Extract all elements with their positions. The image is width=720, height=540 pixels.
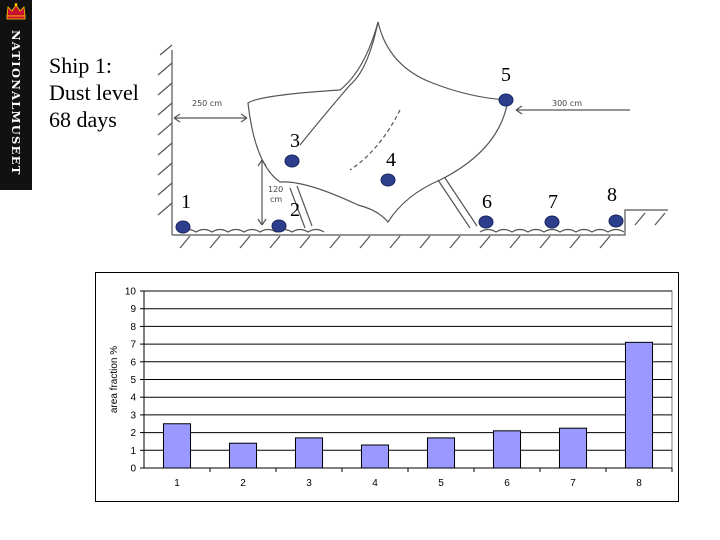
x-tick-label: 5 bbox=[438, 478, 444, 489]
y-tick-label: 4 bbox=[130, 393, 136, 404]
y-tick-label: 7 bbox=[130, 340, 136, 351]
y-tick-label: 10 bbox=[125, 287, 137, 298]
sensor-marker-dot bbox=[175, 220, 191, 234]
sensor-marker-label: 7 bbox=[548, 191, 558, 213]
crown-icon bbox=[6, 3, 26, 20]
x-tick-label: 7 bbox=[570, 478, 576, 489]
sensor-marker-label: 1 bbox=[181, 191, 191, 213]
x-tick-label: 3 bbox=[306, 478, 312, 489]
sensor-marker-dot bbox=[478, 215, 494, 229]
sensor-marker-label: 4 bbox=[386, 149, 396, 171]
sensor-marker-dot bbox=[544, 215, 560, 229]
y-tick-label: 9 bbox=[130, 304, 136, 315]
sensor-marker-label: 5 bbox=[501, 64, 511, 86]
bar bbox=[426, 437, 456, 469]
y-tick-label: 2 bbox=[130, 428, 136, 439]
bar bbox=[228, 442, 258, 469]
museum-brand-text: NATIONALMUSEET bbox=[9, 30, 23, 176]
bar bbox=[360, 444, 390, 469]
dimension-height-label: 120 bbox=[268, 185, 283, 194]
title-line: Ship 1: bbox=[49, 53, 112, 78]
y-tick-label: 0 bbox=[130, 464, 136, 475]
x-tick-label: 2 bbox=[240, 478, 246, 489]
bar bbox=[492, 430, 522, 469]
sensor-marker-label: 2 bbox=[290, 199, 300, 221]
sensor-marker-dot bbox=[284, 154, 300, 168]
sensor-marker-dot bbox=[380, 173, 396, 187]
sensor-markers: 1 2 3 4 5 6 7 8 bbox=[175, 64, 624, 234]
bar bbox=[558, 427, 588, 469]
y-tick-label: 5 bbox=[130, 375, 136, 386]
sensor-marker-dot bbox=[498, 93, 514, 107]
x-tick-label: 8 bbox=[636, 478, 642, 489]
bar bbox=[624, 341, 654, 469]
y-axis-label: area fraction % bbox=[109, 346, 120, 413]
chart-frame: 0 1 2 3 4 5 6 7 8 9 10 1 2 3 4 5 6 7 8 area fraction % bbox=[95, 272, 679, 502]
sensor-marker-dot bbox=[608, 214, 624, 228]
y-tick-label: 8 bbox=[130, 322, 136, 333]
x-tick-label: 4 bbox=[372, 478, 378, 489]
museum-sidebar-banner: NATIONALMUSEET bbox=[0, 0, 32, 190]
y-tick-label: 1 bbox=[130, 446, 136, 457]
bar bbox=[294, 437, 324, 469]
ship-hall-sketch: 250 cm 300 cm 120 cm 1 2 3 4 5 6 7 8 bbox=[157, 21, 668, 249]
slide-title: Ship 1: Dust level 68 days bbox=[49, 52, 139, 133]
sensor-marker-label: 8 bbox=[607, 184, 617, 206]
bar bbox=[162, 423, 192, 469]
dimension-left-label: 250 cm bbox=[192, 99, 222, 108]
title-line: Dust level bbox=[49, 80, 139, 105]
sensor-marker-label: 3 bbox=[290, 130, 300, 152]
dimension-right-label: 300 cm bbox=[552, 99, 582, 108]
x-tick-label: 6 bbox=[504, 478, 510, 489]
sensor-marker-label: 6 bbox=[482, 191, 492, 213]
y-tick-label: 6 bbox=[130, 357, 136, 368]
sensor-marker-dot bbox=[271, 219, 287, 233]
x-tick-label: 1 bbox=[174, 478, 180, 489]
title-line: 68 days bbox=[49, 107, 117, 132]
y-tick-label: 3 bbox=[130, 410, 136, 421]
bar-chart: 0 1 2 3 4 5 6 7 8 9 10 1 2 3 4 5 6 7 8 area fraction % bbox=[109, 287, 673, 489]
dimension-height-unit: cm bbox=[270, 195, 282, 204]
